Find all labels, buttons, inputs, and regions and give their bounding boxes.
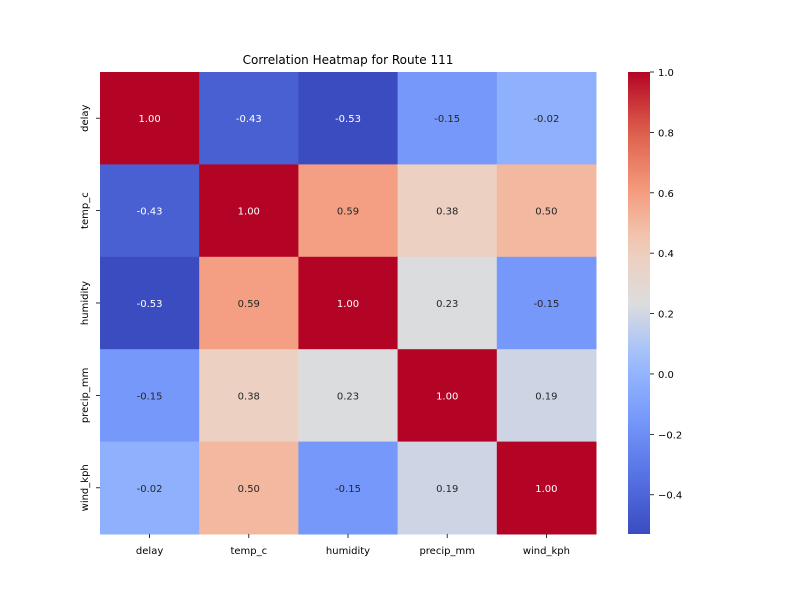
- cell-value-label: 0.50: [238, 484, 260, 495]
- heatmap-cell: [496, 72, 597, 165]
- cell-value-label: -0.02: [533, 114, 559, 125]
- cell-value-label: -0.15: [434, 114, 460, 125]
- colorbar: [628, 72, 650, 534]
- cell-value-label: -0.53: [137, 299, 163, 310]
- heatmap-cell: [100, 441, 200, 535]
- colorbar-axis: 1.0 0.8 0.6 0.4 0.2 0.0 −0.2 −0.4: [650, 68, 682, 502]
- heatmap-cell: [397, 349, 498, 443]
- colorbar-tick-label: −0.4: [658, 491, 682, 502]
- cell-value-label: 1.00: [535, 484, 557, 495]
- cell-value-label: 0.38: [238, 391, 260, 402]
- heatmap-cell: [199, 164, 299, 258]
- colorbar-tick-label: 1.0: [658, 68, 674, 79]
- cell-value-label: 1.00: [436, 391, 458, 402]
- colorbar-tick-label: 0.2: [658, 310, 674, 321]
- cell-value-label: -0.43: [236, 114, 262, 125]
- heatmap-cells: [100, 72, 597, 535]
- cell-value-label: 0.19: [535, 391, 557, 402]
- cell-value-label: -0.43: [137, 207, 163, 218]
- x-axis: delay temp_c humidity precip_mm wind_kph: [136, 534, 570, 557]
- x-tick-label: delay: [136, 546, 163, 557]
- cell-value-label: 1.00: [337, 299, 359, 310]
- cell-value-label: 0.38: [436, 207, 458, 218]
- cell-value-label: -0.15: [335, 484, 361, 495]
- heatmap-cell: [397, 164, 498, 258]
- chart-title: Correlation Heatmap for Route 111: [243, 53, 454, 67]
- cell-value-label: -0.15: [137, 391, 163, 402]
- y-tick-label: precip_mm: [80, 368, 91, 424]
- y-tick-label: temp_c: [80, 192, 91, 229]
- heatmap-cell: [100, 349, 200, 443]
- cell-value-label: 0.23: [436, 299, 458, 310]
- heatmap-cell: [496, 256, 597, 350]
- colorbar-tick-label: −0.2: [658, 430, 682, 441]
- heatmap-cell: [298, 256, 399, 350]
- heatmap-cell: [199, 349, 299, 443]
- heatmap-cell: [496, 164, 597, 258]
- heatmap-cell: [199, 256, 299, 350]
- x-tick-label: temp_c: [230, 546, 267, 557]
- cell-value-label: 0.59: [337, 207, 359, 218]
- heatmap-cell: [496, 349, 597, 443]
- cell-value-label: 1.00: [138, 114, 160, 125]
- heatmap-cell: [397, 72, 498, 165]
- x-tick-label: wind_kph: [523, 546, 570, 557]
- heatmap-cell: [199, 72, 299, 165]
- colorbar-tick-label: 0.8: [658, 128, 674, 139]
- heatmap-cell: [100, 164, 200, 258]
- cell-value-label: 0.19: [436, 484, 458, 495]
- cell-value-label: 1.00: [238, 207, 260, 218]
- heatmap-cell: [100, 72, 200, 165]
- y-tick-label: wind_kph: [80, 464, 91, 511]
- cell-value-label: -0.53: [335, 114, 361, 125]
- colorbar-tick-label: 0.4: [658, 249, 674, 260]
- heatmap-cell: [100, 256, 200, 350]
- cell-value-label: -0.02: [137, 484, 163, 495]
- cell-value-label: 0.59: [238, 299, 260, 310]
- colorbar-tick-label: 0.0: [658, 370, 674, 381]
- x-tick-label: humidity: [326, 546, 370, 557]
- heatmap-cell: [298, 441, 399, 535]
- heatmap-cell: [496, 441, 597, 535]
- heatmap-cell: [397, 256, 498, 350]
- heatmap-cell: [397, 441, 498, 535]
- colorbar-tick-label: 0.6: [658, 189, 674, 200]
- y-axis: delay temp_c humidity precip_mm wind_kph: [80, 104, 100, 511]
- heatmap-cell: [298, 72, 399, 165]
- heatmap-cell: [199, 441, 299, 535]
- y-tick-label: humidity: [80, 281, 91, 325]
- cell-value-label: 0.23: [337, 391, 359, 402]
- cell-value-label: -0.15: [533, 299, 559, 310]
- heatmap-cell: [298, 164, 399, 258]
- x-tick-label: precip_mm: [419, 546, 475, 557]
- heatmap-annotations: 1.00 -0.43 -0.53 -0.15 -0.02 -0.43 1.00 0.59 0.3…: [137, 114, 560, 495]
- y-tick-label: delay: [80, 104, 91, 131]
- heatmap-cell: [298, 349, 399, 443]
- cell-value-label: 0.50: [535, 207, 557, 218]
